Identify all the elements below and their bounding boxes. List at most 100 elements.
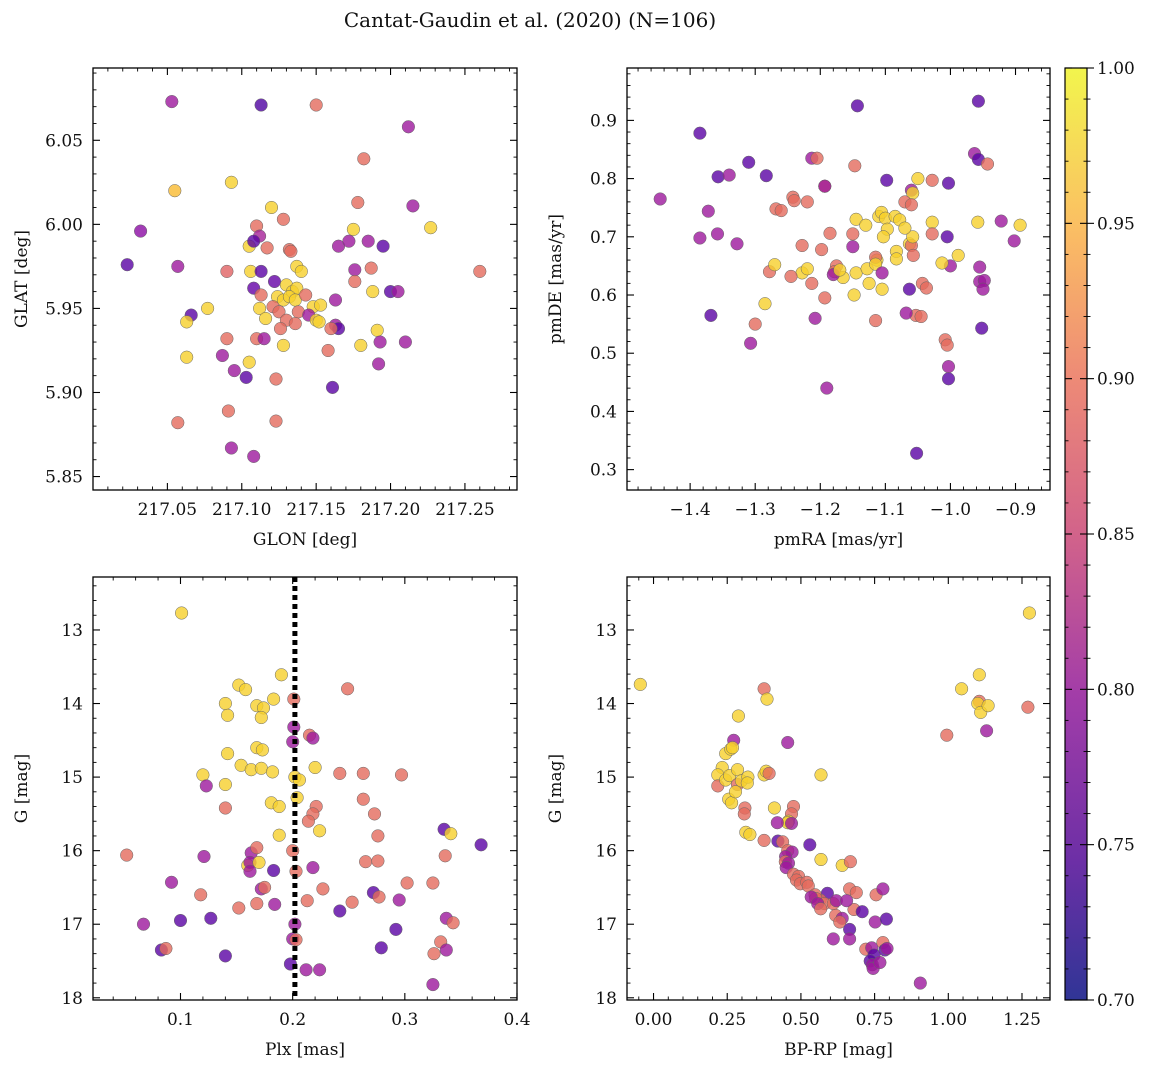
scatter-point bbox=[218, 777, 232, 792]
scatter-point bbox=[899, 306, 913, 320]
scatter-point bbox=[446, 916, 460, 930]
scatter-point bbox=[247, 234, 261, 248]
scatter-point bbox=[342, 234, 356, 248]
y-tick-label: 5.95 bbox=[45, 299, 83, 319]
scatter-point bbox=[849, 212, 863, 226]
scatter-point bbox=[391, 285, 405, 299]
y-tick-label: 0.7 bbox=[590, 228, 617, 248]
scatter-point bbox=[254, 98, 268, 112]
scatter-point bbox=[313, 824, 327, 838]
scatter-point bbox=[348, 274, 362, 289]
scatter-point bbox=[711, 170, 725, 184]
scatter-point bbox=[875, 282, 889, 296]
y-tick-label: 5.90 bbox=[45, 383, 83, 403]
scatter-point bbox=[904, 198, 918, 212]
scatter-point bbox=[818, 179, 832, 193]
y-tick-label: 15 bbox=[61, 768, 83, 788]
scatter-point bbox=[371, 829, 385, 843]
scatter-point bbox=[232, 901, 246, 915]
scatter-point bbox=[876, 230, 890, 244]
scatter-point bbox=[180, 350, 194, 364]
y-tick-label: 6.00 bbox=[45, 215, 83, 235]
scatter-point bbox=[357, 152, 371, 166]
scatter-point bbox=[725, 796, 739, 810]
x-tick-label: 0.1 bbox=[167, 1010, 194, 1030]
scatter-point bbox=[259, 311, 273, 326]
y-axis-label: pmDE [mas/yr] bbox=[546, 214, 566, 344]
y-tick-label: 16 bbox=[595, 842, 617, 862]
scatter-point bbox=[725, 741, 740, 755]
scatter-point bbox=[180, 315, 194, 329]
scatter-point bbox=[345, 895, 359, 909]
scatter-point bbox=[976, 282, 990, 296]
scatter-point bbox=[426, 876, 440, 890]
scatter-point bbox=[273, 322, 288, 336]
scatter-point bbox=[224, 441, 238, 455]
scatter-point bbox=[914, 309, 928, 324]
y-tick-label: 0.8 bbox=[590, 170, 617, 190]
y-tick-label: 13 bbox=[61, 621, 83, 641]
scatter-point bbox=[424, 221, 438, 235]
scatter-point bbox=[373, 335, 387, 349]
scatter-point bbox=[848, 159, 862, 173]
scatter-point bbox=[366, 285, 380, 299]
scatter-point bbox=[730, 237, 744, 251]
scatter-points bbox=[633, 606, 1036, 990]
scatter-point bbox=[254, 761, 268, 775]
scatter-point bbox=[972, 668, 986, 682]
x-tick-label: 217.25 bbox=[435, 500, 494, 520]
scatter-point bbox=[306, 731, 320, 745]
scatter-point bbox=[787, 194, 801, 208]
scatter-point bbox=[941, 176, 956, 190]
scatter-point bbox=[264, 200, 279, 215]
scatter-point bbox=[247, 449, 261, 463]
scatter-point bbox=[925, 215, 939, 229]
scatter-point bbox=[941, 360, 956, 374]
scatter-point bbox=[253, 301, 267, 315]
scatter-point bbox=[371, 854, 385, 868]
scatter-point bbox=[254, 710, 268, 725]
scatter-point bbox=[258, 880, 272, 894]
scatter-point bbox=[693, 126, 707, 140]
scatter-point bbox=[784, 269, 798, 283]
scatter-point bbox=[224, 175, 238, 189]
colorbar-tick-label: 0.70 bbox=[1097, 991, 1135, 1011]
x-tick-label: 1.25 bbox=[1003, 1010, 1041, 1030]
scatter-point bbox=[272, 305, 286, 319]
scatter-point bbox=[218, 949, 232, 963]
y-tick-label: 0.5 bbox=[590, 344, 617, 364]
scatter-point bbox=[120, 848, 134, 862]
scatter-point bbox=[980, 724, 994, 738]
scatter-point bbox=[758, 297, 772, 311]
scatter-point bbox=[351, 195, 365, 210]
y-tick-label: 16 bbox=[61, 842, 83, 862]
scatter-point bbox=[710, 227, 725, 241]
scatter-point bbox=[392, 893, 406, 907]
scatter-point bbox=[367, 807, 382, 821]
scatter-point bbox=[306, 861, 320, 875]
scatter-point bbox=[913, 976, 927, 990]
scatter-point bbox=[833, 915, 847, 929]
scatter-point bbox=[940, 338, 954, 352]
scatter-point bbox=[980, 157, 995, 171]
scatter-point bbox=[1021, 700, 1035, 714]
scatter-point bbox=[276, 212, 290, 226]
scatter-point bbox=[814, 902, 828, 916]
scatter-point bbox=[426, 978, 440, 992]
scatter-point bbox=[252, 855, 266, 869]
scatter-point bbox=[341, 682, 355, 696]
scatter-point bbox=[846, 240, 860, 254]
scatter-point bbox=[254, 264, 268, 278]
scatter-point bbox=[269, 372, 283, 386]
scatter-point bbox=[757, 833, 771, 847]
scatter-points bbox=[120, 606, 488, 992]
scatter-point bbox=[840, 894, 854, 908]
scatter-point bbox=[242, 355, 256, 369]
scatter-point bbox=[227, 364, 241, 378]
x-tick-label: 0.3 bbox=[391, 1010, 418, 1030]
scatter-point bbox=[221, 747, 235, 761]
ticks: 217.05 217.10 217.15 217.20 217.25 5.85 5.90 5.… bbox=[45, 68, 517, 520]
y-tick-label: 0.6 bbox=[590, 286, 617, 306]
scatter-point bbox=[220, 332, 234, 346]
